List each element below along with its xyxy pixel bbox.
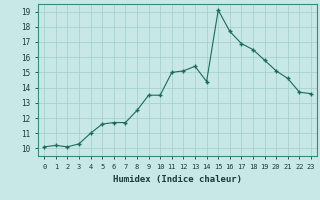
X-axis label: Humidex (Indice chaleur): Humidex (Indice chaleur) (113, 175, 242, 184)
